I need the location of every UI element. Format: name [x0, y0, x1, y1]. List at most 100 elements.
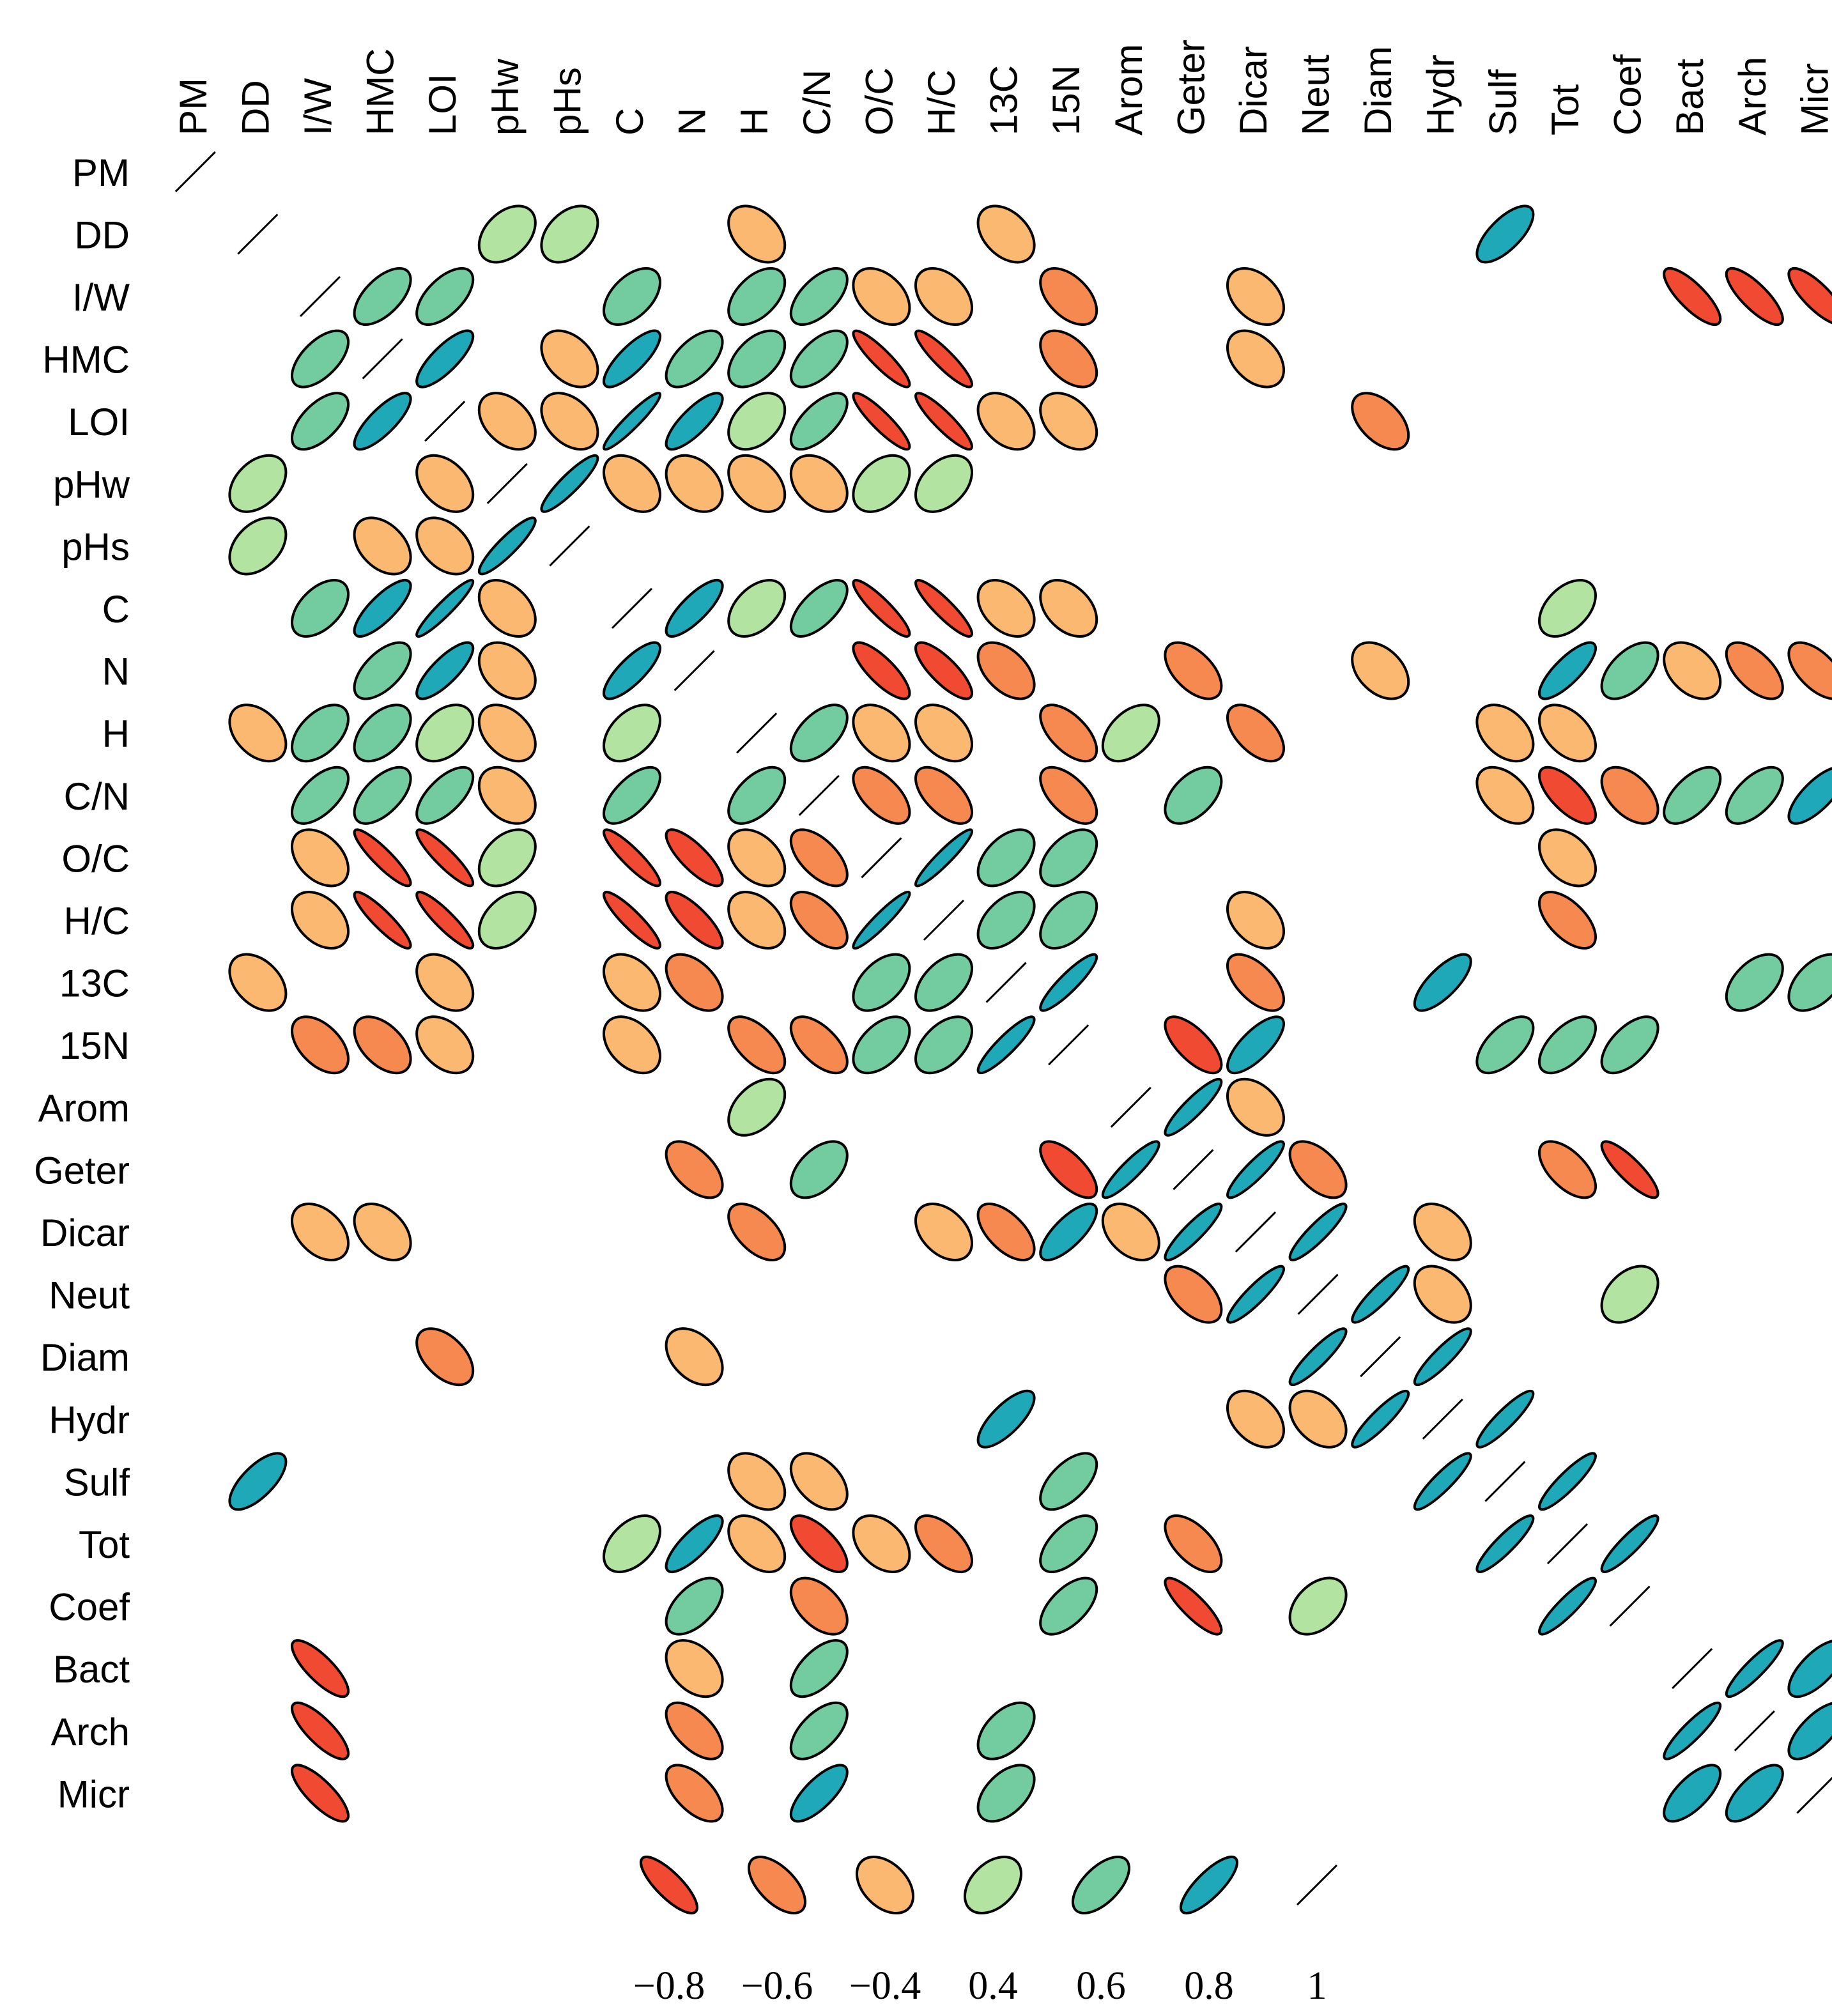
- correlation-ellipse: [852, 704, 911, 763]
- diagonal-mark: [1546, 1523, 1589, 1565]
- correlation-ellipse: [976, 828, 1036, 888]
- correlation-ellipse: [353, 891, 412, 950]
- correlation-ellipse: [1413, 1452, 1472, 1511]
- correlation-ellipse: [665, 1140, 724, 1199]
- diagonal-mark: [798, 774, 840, 816]
- correlation-ellipse: [1725, 267, 1784, 326]
- correlation-ellipse: [727, 454, 787, 513]
- correlation-ellipse: [789, 1015, 849, 1075]
- correlation-ellipse: [789, 1639, 849, 1698]
- correlation-ellipse: [1600, 641, 1659, 700]
- legend-label: 1: [1307, 1964, 1327, 2008]
- correlation-ellipse: [1475, 204, 1535, 264]
- column-label: Bact: [1668, 59, 1711, 135]
- legend-label: 0.6: [1076, 1964, 1126, 2008]
- column-label: PM: [172, 78, 215, 135]
- correlation-ellipse: [976, 1015, 1036, 1075]
- legend-swatch: [1296, 1864, 1338, 1906]
- correlation-ellipse: [290, 1202, 350, 1262]
- correlation-ellipse: [1351, 1389, 1410, 1449]
- correlation-ellipse: [914, 454, 974, 513]
- correlation-ellipse: [1039, 1576, 1098, 1636]
- correlation-ellipse: [852, 890, 911, 950]
- correlation-ellipse: [353, 704, 412, 763]
- correlation-ellipse: [291, 1701, 350, 1760]
- correlation-ellipse: [1787, 267, 1832, 326]
- correlation-ellipse: [665, 1576, 724, 1636]
- correlation-ellipse: [1663, 641, 1722, 700]
- correlation-ellipse: [789, 890, 849, 950]
- correlation-ellipse: [1039, 392, 1098, 451]
- correlation-ellipse: [1475, 1015, 1535, 1075]
- diagonal-mark: [1360, 1336, 1401, 1378]
- row-label: 15N: [59, 1024, 130, 1067]
- correlation-ellipse: [976, 1202, 1036, 1262]
- correlation-ellipse: [1288, 1203, 1348, 1261]
- diagonal-mark: [424, 401, 466, 442]
- correlation-ellipse: [1600, 766, 1659, 825]
- row-label: Coef: [49, 1586, 130, 1629]
- correlation-ellipse: [665, 392, 724, 451]
- correlation-ellipse: [415, 454, 475, 513]
- legend-swatch: [1071, 1855, 1131, 1915]
- correlation-ellipse: [852, 766, 911, 825]
- column-label: DD: [234, 80, 277, 135]
- correlation-ellipse: [603, 1514, 661, 1573]
- diagonal-mark: [1734, 1710, 1775, 1751]
- color-legend: −0.8 −0.6 −0.4 0.4 0.6 0.8 1: [633, 1855, 1338, 2008]
- correlation-ellipse: [727, 828, 787, 888]
- correlation-ellipse: [852, 392, 911, 451]
- column-label: Hydr: [1419, 54, 1462, 135]
- row-label: Arom: [38, 1087, 130, 1130]
- correlation-ellipse: [1226, 704, 1286, 763]
- correlation-ellipse: [1039, 1452, 1098, 1511]
- column-label: N: [671, 108, 714, 135]
- correlation-ellipse: [415, 641, 475, 700]
- correlation-ellipse: [415, 1327, 475, 1387]
- correlation-ellipse: [540, 392, 599, 451]
- correlation-ellipse: [976, 1701, 1036, 1760]
- correlation-ellipse: [1475, 704, 1535, 763]
- correlation-ellipse: [228, 704, 288, 763]
- row-label: Neut: [49, 1274, 130, 1317]
- correlation-ellipse: [1413, 953, 1472, 1012]
- correlation-ellipse: [1538, 704, 1597, 763]
- correlation-ellipse: [477, 516, 537, 576]
- correlation-ellipse: [1663, 267, 1722, 326]
- correlation-ellipse: [1164, 766, 1223, 825]
- legend-label: 0.8: [1184, 1964, 1234, 2008]
- correlation-ellipse: [1351, 392, 1410, 451]
- correlation-ellipse: [415, 704, 475, 763]
- correlation-ellipse: [228, 1452, 288, 1511]
- correlation-ellipse: [852, 266, 911, 327]
- correlation-ellipse: [415, 828, 475, 888]
- correlation-ellipse: [290, 890, 350, 950]
- correlation-ellipse: [914, 828, 974, 888]
- correlation-ellipse: [1039, 766, 1098, 825]
- diagonal-mark: [674, 650, 715, 691]
- diagonal-mark: [1048, 1024, 1089, 1066]
- correlation-ellipse: [477, 392, 537, 451]
- row-label: Bact: [53, 1648, 130, 1691]
- correlation-ellipse: [1537, 1140, 1597, 1199]
- correlation-ellipse: [1039, 1514, 1098, 1574]
- column-label: pHw: [484, 58, 527, 135]
- column-label: Coef: [1606, 54, 1649, 135]
- column-label: H: [733, 108, 776, 135]
- correlation-ellipse: [914, 329, 973, 389]
- diagonal-mark: [362, 338, 403, 380]
- correlation-ellipse: [914, 1514, 974, 1574]
- correlation-ellipse: [665, 1701, 724, 1760]
- correlation-ellipse: [1039, 1203, 1098, 1261]
- correlation-ellipse: [477, 704, 537, 763]
- correlation-ellipse: [291, 1764, 350, 1823]
- correlation-ellipse: [540, 329, 599, 389]
- row-label: PM: [72, 151, 130, 194]
- correlation-ellipse: [353, 1015, 412, 1075]
- correlation-ellipse: [1039, 266, 1098, 327]
- diagonal-mark: [861, 837, 902, 879]
- diagonal-mark: [1297, 1273, 1339, 1315]
- correlation-ellipse: [789, 1701, 849, 1760]
- correlation-ellipse: [353, 579, 412, 638]
